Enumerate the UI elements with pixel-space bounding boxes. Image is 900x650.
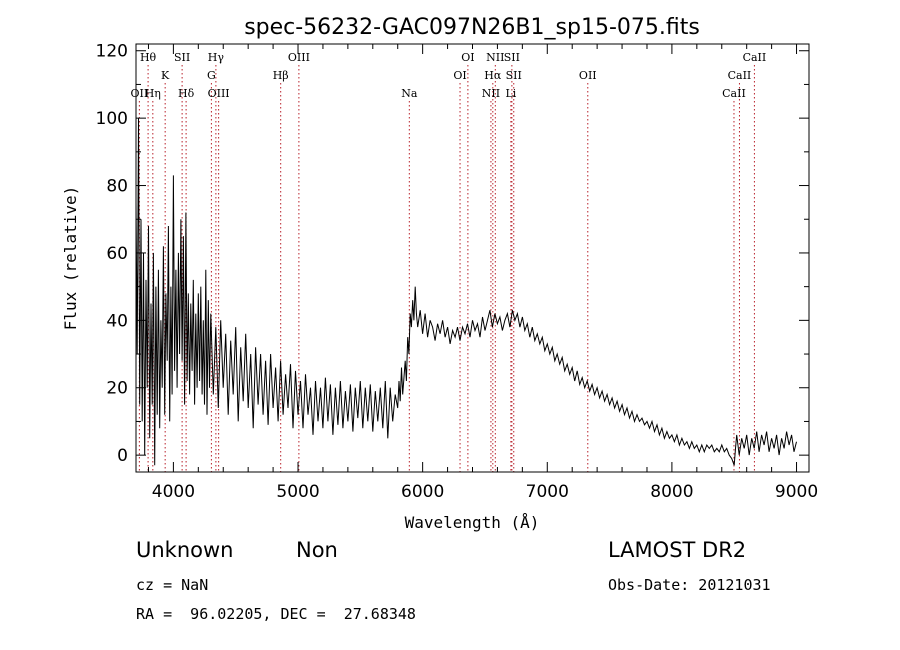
spectral-line-label: G bbox=[207, 69, 216, 82]
spectrum-chart: spec-56232-GAC097N26B1_sp15-075.fits OII… bbox=[61, 15, 818, 532]
spectral-line-label: Li bbox=[505, 87, 516, 100]
y-tick-label: 120 bbox=[96, 42, 128, 62]
y-axis-label: Flux (relative) bbox=[61, 186, 80, 331]
survey-label: LAMOST DR2 bbox=[608, 538, 747, 562]
x-axis: 4000 5000 6000 7000 8000 9000 bbox=[147, 44, 818, 502]
spectral-line-label: NII bbox=[486, 51, 504, 64]
class-label: Unknown bbox=[136, 538, 234, 562]
spectral-line-label: SII bbox=[506, 69, 522, 82]
spectral-line-label: CaII bbox=[743, 51, 767, 64]
coordinates-label: RA = 96.02205, DEC = 27.68348 bbox=[136, 605, 416, 623]
spectral-line-label: OIII bbox=[208, 87, 230, 100]
y-tick-label: 60 bbox=[106, 244, 128, 264]
x-tick-label: 4000 bbox=[152, 482, 195, 502]
line-markers bbox=[138, 65, 755, 472]
y-tick-label: 80 bbox=[106, 177, 128, 197]
spectral-line-label: OII bbox=[579, 69, 597, 82]
x-tick-label: 5000 bbox=[276, 482, 319, 502]
spectral-line-label: Na bbox=[401, 87, 418, 100]
spectral-line-label: OII bbox=[131, 87, 149, 100]
spectral-line-label: SII bbox=[174, 51, 190, 64]
spectrum-series-line bbox=[135, 118, 797, 466]
spectral-line-label: Hθ bbox=[140, 51, 157, 64]
spectral-line-label: OI bbox=[453, 69, 466, 82]
spectral-line-label: Hγ bbox=[208, 51, 225, 64]
y-tick-label: 0 bbox=[117, 446, 128, 466]
x-tick-label: 6000 bbox=[401, 482, 444, 502]
y-tick-label: 20 bbox=[106, 379, 128, 399]
spectral-line-label: OIII bbox=[288, 51, 310, 64]
spectral-line-label: NII bbox=[482, 87, 500, 100]
spectral-line-label: Hβ bbox=[273, 69, 289, 82]
spectral-line-label: CaII bbox=[722, 87, 746, 100]
spectral-line-label: K bbox=[161, 69, 170, 82]
plot-frame bbox=[135, 43, 810, 473]
x-tick-label: 9000 bbox=[775, 482, 818, 502]
y-axis: 0 20 40 60 80 100 120 bbox=[96, 42, 809, 466]
redshift-label: cz = NaN bbox=[136, 576, 209, 594]
x-tick-label: 8000 bbox=[650, 482, 693, 502]
spectral-line-label: SII bbox=[504, 51, 520, 64]
y-tick-label: 40 bbox=[106, 311, 128, 331]
spectral-line-label: Hη bbox=[145, 87, 161, 100]
spectral-line-label: Hα bbox=[484, 69, 502, 82]
obs-date-label: Obs-Date: 20121031 bbox=[608, 576, 771, 594]
subclass-label: Non bbox=[296, 538, 338, 562]
x-tick-label: 7000 bbox=[526, 482, 569, 502]
spectral-line-label: Hδ bbox=[178, 87, 195, 100]
chart-title: spec-56232-GAC097N26B1_sp15-075.fits bbox=[244, 15, 700, 40]
spectral-line-label: OI bbox=[461, 51, 474, 64]
x-axis-label: Wavelength (Å) bbox=[405, 513, 540, 532]
spectral-line-label: CaII bbox=[728, 69, 752, 82]
y-tick-label: 100 bbox=[96, 109, 128, 129]
